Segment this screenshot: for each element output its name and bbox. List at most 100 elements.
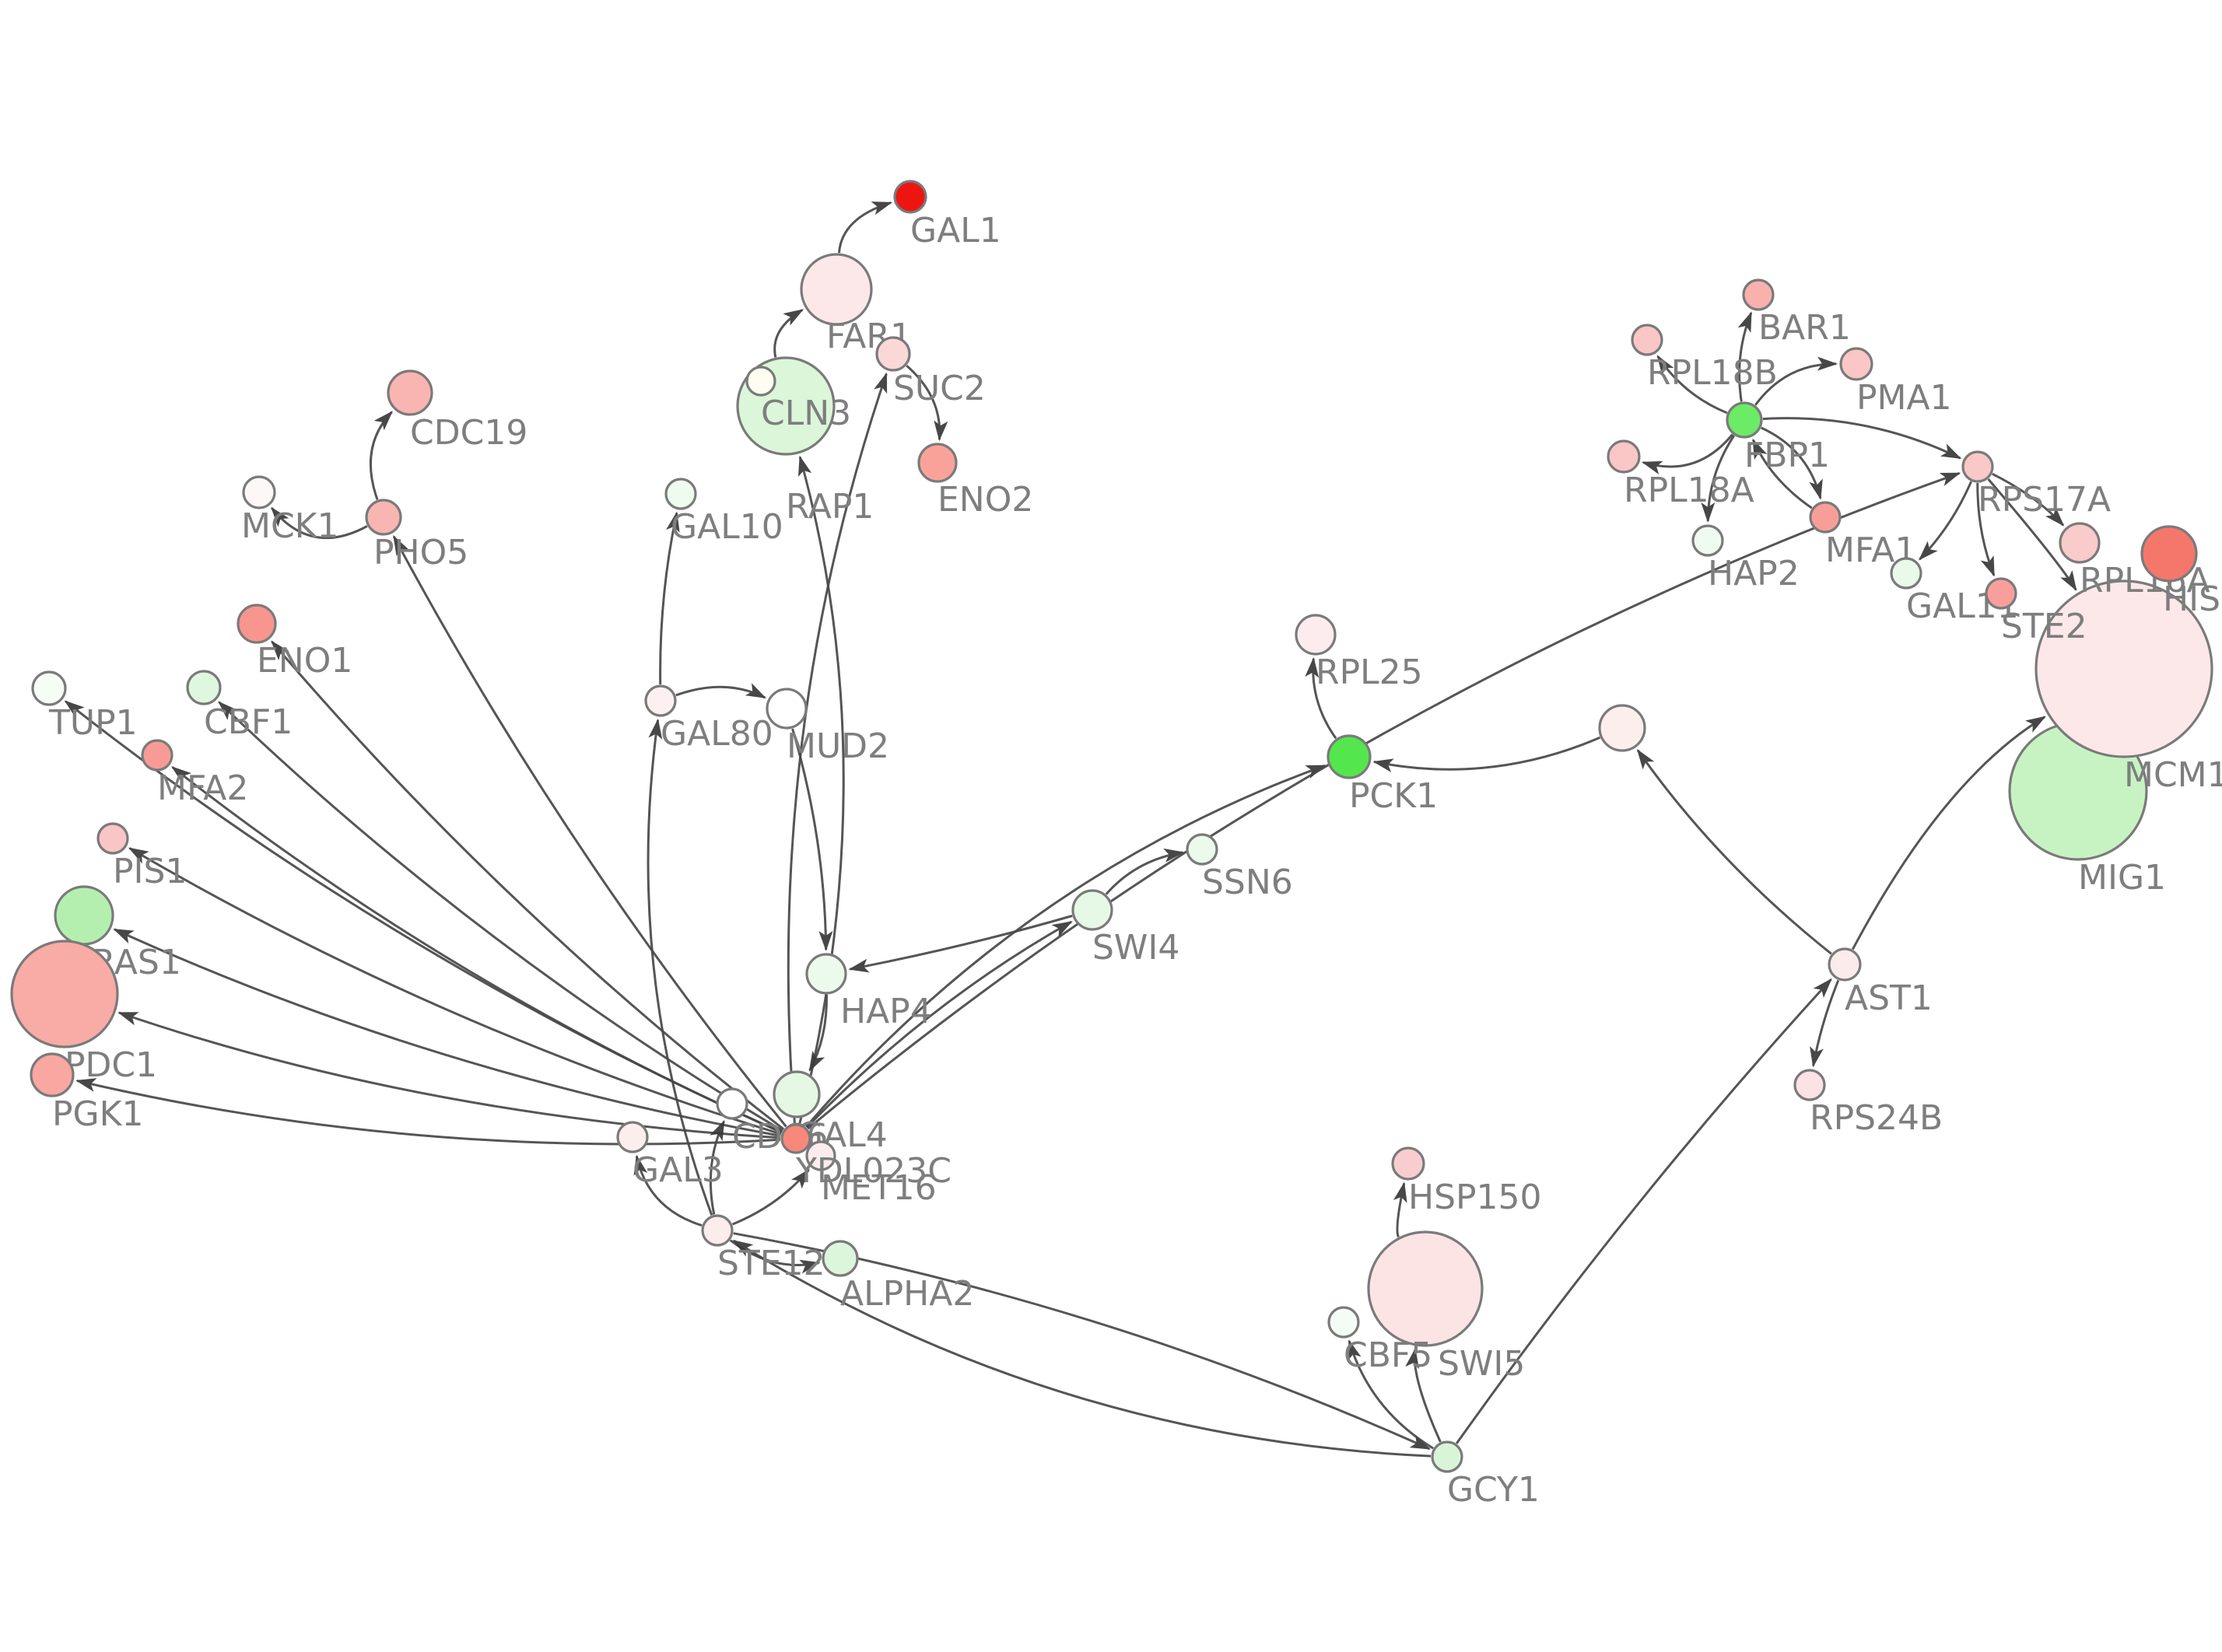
node-hsp150[interactable] [1391, 1146, 1425, 1181]
edge-pck1-rpl25[interactable] [1305, 656, 1337, 740]
edge-hap4-gal4[interactable] [808, 994, 829, 1072]
node-rps24b[interactable] [1793, 1069, 1826, 1101]
edge-ydl023c-pdc1[interactable] [117, 1011, 781, 1139]
node-ras1[interactable] [54, 885, 114, 946]
node-eno1[interactable] [237, 604, 277, 644]
edge-fbp1-rpl18b[interactable] [1656, 355, 1728, 415]
node-pck1[interactable] [1327, 734, 1372, 779]
edge-rps17a-rpl16a[interactable] [1992, 472, 2065, 527]
node-mud2[interactable] [766, 688, 808, 730]
edge-ydl023c-eno1[interactable] [271, 640, 785, 1130]
node-rps17a[interactable] [1961, 450, 1994, 483]
node-rpl25[interactable] [1295, 614, 1337, 656]
node-gal3[interactable] [616, 1121, 649, 1153]
node-gal80[interactable] [644, 684, 677, 717]
node-ste2[interactable] [1985, 577, 2017, 610]
node-rpl16a[interactable] [2059, 522, 2101, 564]
edge-rps17a-ste2[interactable] [1976, 482, 1996, 577]
edge-pho5-mck1[interactable] [271, 506, 368, 540]
edge-gcy1-ste12[interactable] [732, 1239, 1432, 1458]
node-cbf1[interactable] [186, 670, 222, 705]
node-gal4[interactable] [773, 1070, 821, 1118]
edge-rap1-far1[interactable] [773, 309, 804, 358]
node-hap4[interactable] [805, 953, 847, 995]
edge-swi4-ssn6[interactable] [1105, 848, 1185, 895]
edge-rps17a-gal11[interactable] [1919, 481, 1972, 561]
node-pis1[interactable] [96, 822, 129, 855]
edge-ydl023c-suc2[interactable] [787, 372, 888, 1124]
node-ste12[interactable] [701, 1214, 734, 1247]
node-pgk1[interactable] [30, 1052, 75, 1097]
edge-swi5-hsp150[interactable] [1393, 1181, 1407, 1238]
edge-swi4-hap4[interactable] [848, 915, 1073, 973]
edge-gcy1-ast1[interactable] [1455, 978, 1832, 1444]
node-eno2[interactable] [917, 443, 958, 483]
edge-gcy1-swi5[interactable] [1405, 1347, 1442, 1443]
node-mcm1[interactable] [2034, 579, 2213, 758]
node-his4[interactable] [2140, 525, 2198, 583]
edge-ydl023c-ras1[interactable] [113, 928, 781, 1137]
node-ssn6[interactable] [1186, 833, 1218, 866]
edge-ydl023c-mfa2[interactable] [171, 766, 783, 1134]
node-rpl18a[interactable] [1607, 439, 1641, 474]
edge-unnamed-pck1[interactable] [1372, 736, 1601, 773]
node-cdc19[interactable] [387, 369, 433, 416]
node-alpha2[interactable] [822, 1240, 859, 1277]
node-pdc1[interactable] [10, 940, 119, 1048]
edge-fbp1-bar1[interactable] [1737, 311, 1753, 402]
edge-far1-gal1[interactable] [838, 201, 893, 254]
edge-ast1-unnamed[interactable] [1636, 748, 1832, 955]
edge-fbp1-rps17a[interactable] [1762, 417, 1962, 460]
edge-ste12-gal80[interactable] [647, 718, 713, 1216]
node-bar1[interactable] [1742, 278, 1775, 311]
node-cln3[interactable] [745, 366, 776, 397]
node-tup1[interactable] [31, 670, 67, 706]
node-pma1[interactable] [1839, 347, 1873, 381]
edge-ydl023c-tup1[interactable] [64, 700, 783, 1134]
edge-ast1-rps24b[interactable] [1810, 979, 1840, 1068]
edge-ydl023c-pck1[interactable] [804, 764, 1327, 1128]
edge-ast1-mcm1[interactable] [1851, 716, 2046, 950]
edge-ste12-cdc6[interactable] [709, 1119, 725, 1215]
edge-gal80-mud2[interactable] [675, 683, 767, 699]
node-far1[interactable] [800, 253, 873, 326]
node-gal1[interactable] [893, 180, 927, 214]
node-swi5[interactable] [1367, 1230, 1484, 1347]
edge-fbp1-rpl18a[interactable] [1641, 433, 1733, 475]
edge-mfa1-fbp1[interactable] [1752, 438, 1813, 509]
edge-ydl023c-swi4[interactable] [805, 920, 1073, 1129]
node-cdc6[interactable] [716, 1087, 748, 1120]
edge-ste12-gal3[interactable] [633, 1154, 703, 1227]
node-suc2[interactable] [875, 336, 911, 372]
node-ast1[interactable] [1828, 947, 1862, 982]
edge-pho5-cdc19[interactable] [369, 411, 393, 500]
node-rpl18b[interactable] [1631, 324, 1663, 356]
node-gal11[interactable] [1890, 557, 1922, 590]
node-mck1[interactable] [242, 475, 276, 509]
edge-ste12-met16[interactable] [731, 1168, 810, 1226]
edge-ydl023c-pho5[interactable] [392, 534, 787, 1128]
node-gal10[interactable] [664, 478, 697, 510]
node-met16[interactable] [805, 1140, 836, 1171]
edge-fbp1-mfa1[interactable] [1761, 426, 1823, 500]
edge-ydl023c-pgk1[interactable] [75, 1078, 781, 1146]
node-swi4[interactable] [1071, 889, 1113, 931]
node-cbf5[interactable] [1327, 1306, 1360, 1339]
edge-ydl023c-cbf1[interactable] [218, 701, 783, 1132]
edge-gcy1-cbf5[interactable] [1348, 1339, 1434, 1450]
node-gcy1[interactable] [1431, 1440, 1463, 1473]
node-fbp1[interactable] [1726, 401, 1763, 439]
edge-gal80-gal10[interactable] [659, 511, 680, 685]
edge-mud2-hap4[interactable] [791, 728, 833, 951]
edge-ydl023c-pis1[interactable] [128, 847, 782, 1136]
node-hap2[interactable] [1691, 524, 1724, 557]
node-mfa2[interactable] [141, 739, 173, 772]
node-unnamed[interactable] [1598, 704, 1646, 752]
edge-rps17a-mcm1[interactable] [1987, 478, 2077, 592]
edge-fbp1-hap2[interactable] [1701, 435, 1736, 523]
node-mfa1[interactable] [1809, 501, 1842, 534]
edge-suc2-eno2[interactable] [906, 364, 948, 442]
edge-ydl023c-rap1[interactable] [797, 455, 845, 1124]
node-ydl023c[interactable] [780, 1123, 811, 1154]
edge-fbp1-pma1[interactable] [1754, 356, 1838, 406]
